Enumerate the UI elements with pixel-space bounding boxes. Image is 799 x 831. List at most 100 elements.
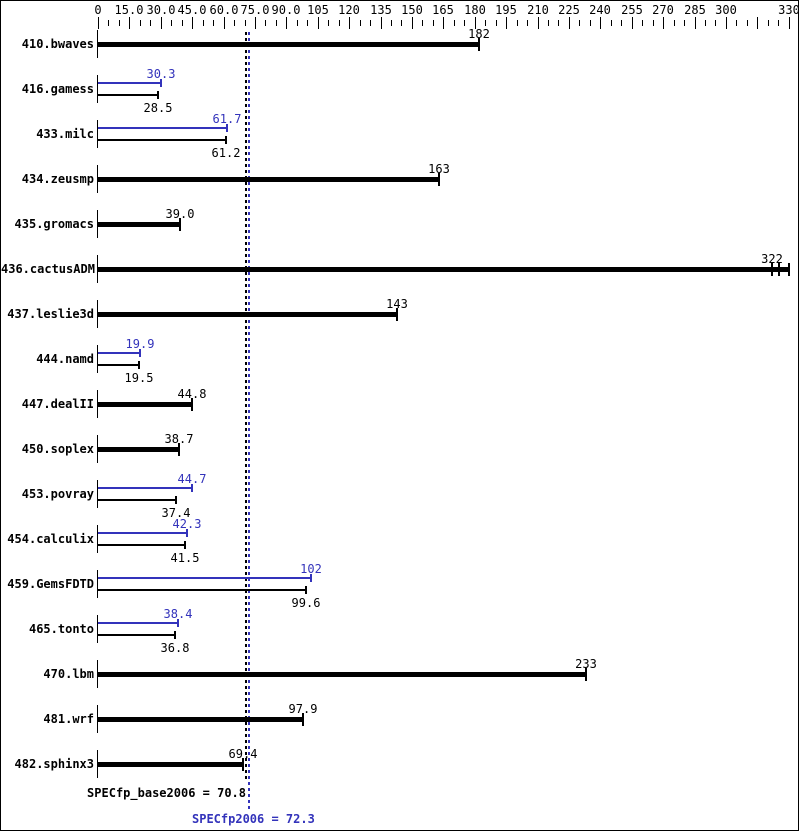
base-mean-line bbox=[245, 32, 247, 780]
axis-minor-tick bbox=[108, 20, 109, 26]
peak-bar-endtick bbox=[310, 574, 312, 582]
benchmark-axis-stub bbox=[97, 75, 98, 103]
base-bar bbox=[98, 402, 192, 407]
benchmark-label: 436.cactusADM bbox=[1, 262, 95, 276]
benchmark-label: 454.calculix bbox=[7, 532, 94, 546]
axis-major-tick bbox=[632, 17, 633, 29]
axis-tick-label: 90.0 bbox=[271, 3, 301, 17]
axis-major-tick bbox=[129, 17, 130, 29]
benchmark-axis-stub bbox=[97, 480, 98, 508]
axis-major-tick bbox=[318, 17, 319, 29]
base-bar-endtick bbox=[305, 586, 307, 594]
base-bar bbox=[98, 762, 243, 767]
base-value-label: 36.8 bbox=[160, 641, 190, 655]
base-bar-endtick bbox=[175, 496, 177, 504]
axis-minor-tick bbox=[234, 20, 235, 26]
axis-minor-tick bbox=[401, 20, 402, 26]
axis-minor-tick bbox=[579, 20, 580, 26]
axis-tick-label: 75.0 bbox=[240, 3, 270, 17]
peak-bar bbox=[98, 487, 192, 489]
base-mean-label: SPECfp_base2006 = 70.8 bbox=[87, 786, 246, 800]
base-bar bbox=[98, 42, 479, 47]
benchmark-label: 470.lbm bbox=[43, 667, 94, 681]
axis-major-tick bbox=[569, 17, 570, 29]
peak-value-label: 30.3 bbox=[146, 67, 176, 81]
benchmark-label: 435.gromacs bbox=[14, 217, 94, 231]
base-bar bbox=[98, 267, 789, 272]
axis-tick-label: 135 bbox=[370, 3, 392, 17]
axis-minor-tick bbox=[454, 20, 455, 26]
base-bar bbox=[98, 364, 139, 366]
axis-tick-label: 150 bbox=[401, 3, 423, 17]
axis-tick-label: 330 bbox=[778, 3, 799, 17]
base-value-label: 44.8 bbox=[177, 387, 207, 401]
axis-minor-tick bbox=[464, 20, 465, 26]
base-value-label: 38.7 bbox=[164, 432, 194, 446]
axis-minor-tick bbox=[360, 20, 361, 26]
benchmark-label: 450.soplex bbox=[21, 442, 94, 456]
base-value-label: 322 bbox=[761, 252, 783, 266]
base-bar-endtick bbox=[478, 38, 480, 51]
benchmark-axis-stub bbox=[97, 570, 98, 598]
axis-tick-label: 285 bbox=[684, 3, 706, 17]
base-bar-endtick bbox=[585, 668, 587, 681]
base-value-label: 99.6 bbox=[291, 596, 321, 610]
axis-minor-tick bbox=[150, 20, 151, 26]
peak-bar-endtick bbox=[139, 349, 141, 357]
benchmark-label: 453.povray bbox=[21, 487, 94, 501]
base-value-label: 39.0 bbox=[165, 207, 195, 221]
benchmark-axis-stub bbox=[97, 165, 98, 193]
benchmark-label: 437.leslie3d bbox=[7, 307, 94, 321]
base-bar-endtick bbox=[157, 91, 159, 99]
benchmark-axis-stub bbox=[97, 255, 98, 283]
base-bar bbox=[98, 222, 180, 227]
bar-break-tick bbox=[771, 263, 773, 276]
axis-major-tick bbox=[663, 17, 664, 29]
base-bar bbox=[98, 177, 439, 182]
axis-minor-tick bbox=[590, 20, 591, 26]
axis-minor-tick bbox=[370, 20, 371, 26]
axis-major-tick bbox=[443, 17, 444, 29]
peak-bar bbox=[98, 82, 161, 84]
axis-tick-label: 210 bbox=[527, 3, 549, 17]
base-bar-endtick bbox=[138, 361, 140, 369]
axis-major-tick bbox=[757, 17, 758, 29]
axis-minor-tick bbox=[548, 20, 549, 26]
axis-tick-label: 15.0 bbox=[114, 3, 144, 17]
axis-minor-tick bbox=[684, 20, 685, 26]
axis-minor-tick bbox=[747, 20, 748, 26]
benchmark-axis-stub bbox=[97, 750, 98, 778]
axis-major-tick bbox=[538, 17, 539, 29]
base-bar bbox=[98, 544, 185, 546]
axis-major-tick bbox=[695, 17, 696, 29]
axis-minor-tick bbox=[496, 20, 497, 26]
axis-minor-tick bbox=[674, 20, 675, 26]
peak-mean-label: SPECfp2006 = 72.3 bbox=[192, 812, 315, 826]
peak-bar-endtick bbox=[226, 124, 228, 132]
axis-tick-label: 120 bbox=[338, 3, 360, 17]
peak-bar bbox=[98, 352, 140, 354]
axis-minor-tick bbox=[245, 20, 246, 26]
peak-value-label: 61.7 bbox=[212, 112, 242, 126]
axis-minor-tick bbox=[517, 20, 518, 26]
axis-tick-label: 30.0 bbox=[146, 3, 176, 17]
benchmark-label: 410.bwaves bbox=[21, 37, 94, 51]
peak-value-label: 42.3 bbox=[172, 517, 202, 531]
base-value-label: 61.2 bbox=[211, 146, 241, 160]
axis-tick-label: 180 bbox=[464, 3, 486, 17]
peak-value-label: 102 bbox=[300, 562, 322, 576]
axis-minor-tick bbox=[140, 20, 141, 26]
peak-value-label: 44.7 bbox=[177, 472, 207, 486]
benchmark-label: 433.milc bbox=[36, 127, 94, 141]
base-value-label: 19.5 bbox=[124, 371, 154, 385]
axis-major-tick bbox=[412, 17, 413, 29]
axis-tick-label: 255 bbox=[621, 3, 643, 17]
axis-major-tick bbox=[600, 17, 601, 29]
base-value-label: 163 bbox=[428, 162, 450, 176]
base-bar-endtick bbox=[242, 758, 244, 771]
axis-minor-tick bbox=[422, 20, 423, 26]
peak-bar-endtick bbox=[177, 619, 179, 627]
peak-bar-endtick bbox=[191, 484, 193, 492]
axis-minor-tick bbox=[705, 20, 706, 26]
axis-major-tick bbox=[789, 17, 790, 29]
